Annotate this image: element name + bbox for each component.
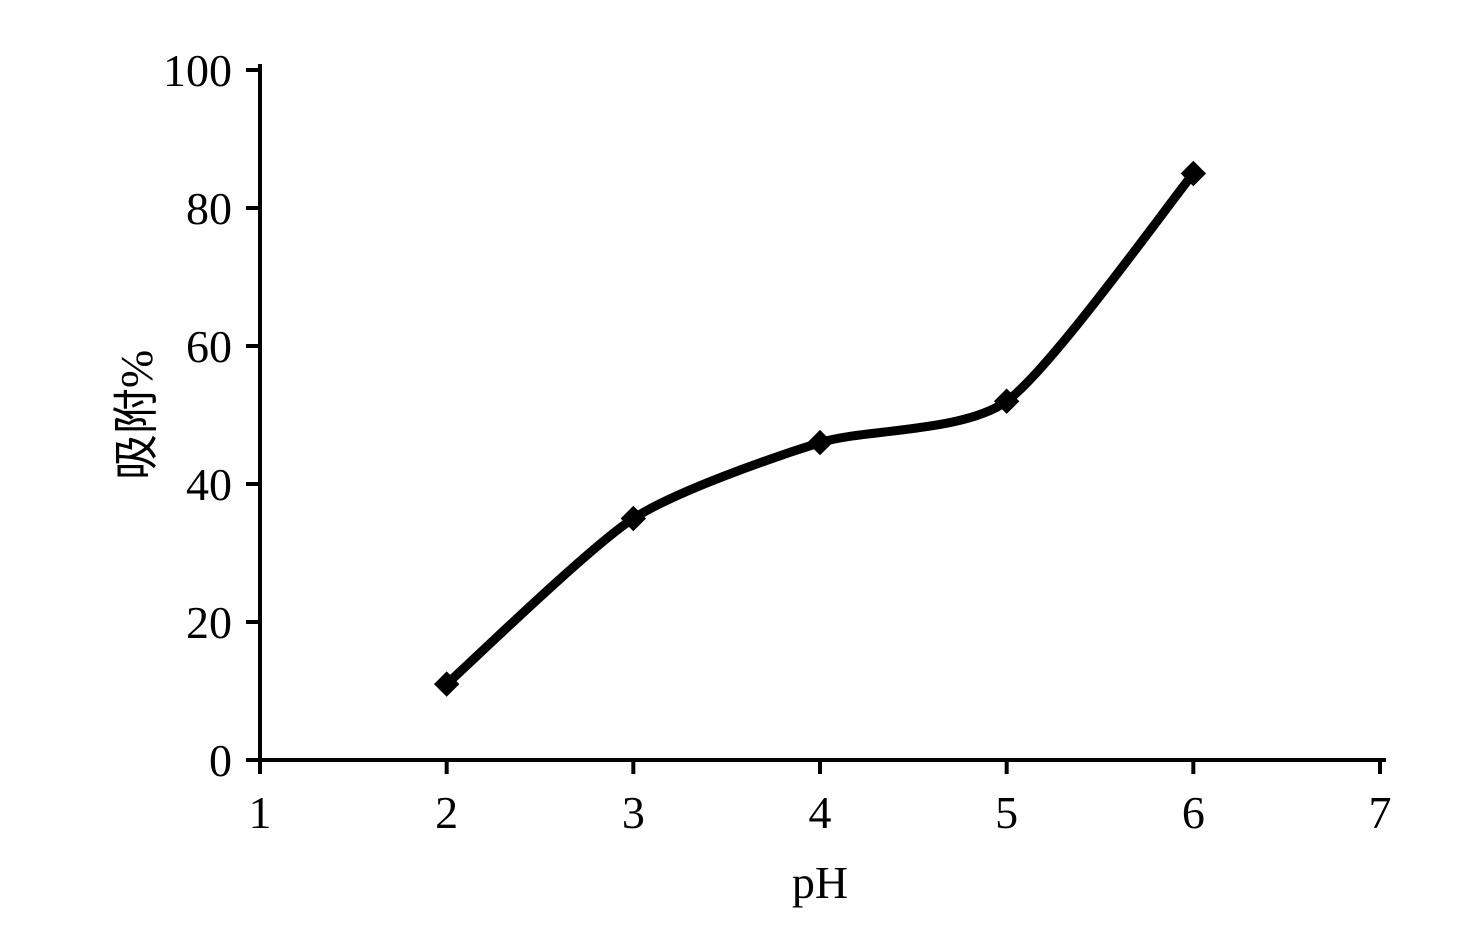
- chart-svg: 1 2 3 4 5 6 7 0 20 40 60 80 100 pH 吸附%: [0, 0, 1482, 944]
- x-tick-label: 5: [995, 787, 1018, 838]
- x-tick-label: 2: [435, 787, 458, 838]
- x-tick-label: 6: [1182, 787, 1205, 838]
- chart-container: 1 2 3 4 5 6 7 0 20 40 60 80 100 pH 吸附%: [0, 0, 1482, 944]
- y-tick-label: 100: [163, 45, 232, 96]
- y-axis-label: 吸附%: [111, 350, 162, 480]
- x-tick-label: 3: [622, 787, 645, 838]
- y-tick-label: 0: [209, 735, 232, 786]
- x-tick-label: 7: [1369, 787, 1392, 838]
- x-tick-label: 1: [249, 787, 272, 838]
- y-tick-label: 40: [186, 459, 232, 510]
- y-tick-label: 60: [186, 321, 232, 372]
- x-axis-label: pH: [792, 857, 848, 908]
- y-tick-label: 80: [186, 183, 232, 234]
- x-tick-label: 4: [809, 787, 832, 838]
- y-tick-label: 20: [186, 597, 232, 648]
